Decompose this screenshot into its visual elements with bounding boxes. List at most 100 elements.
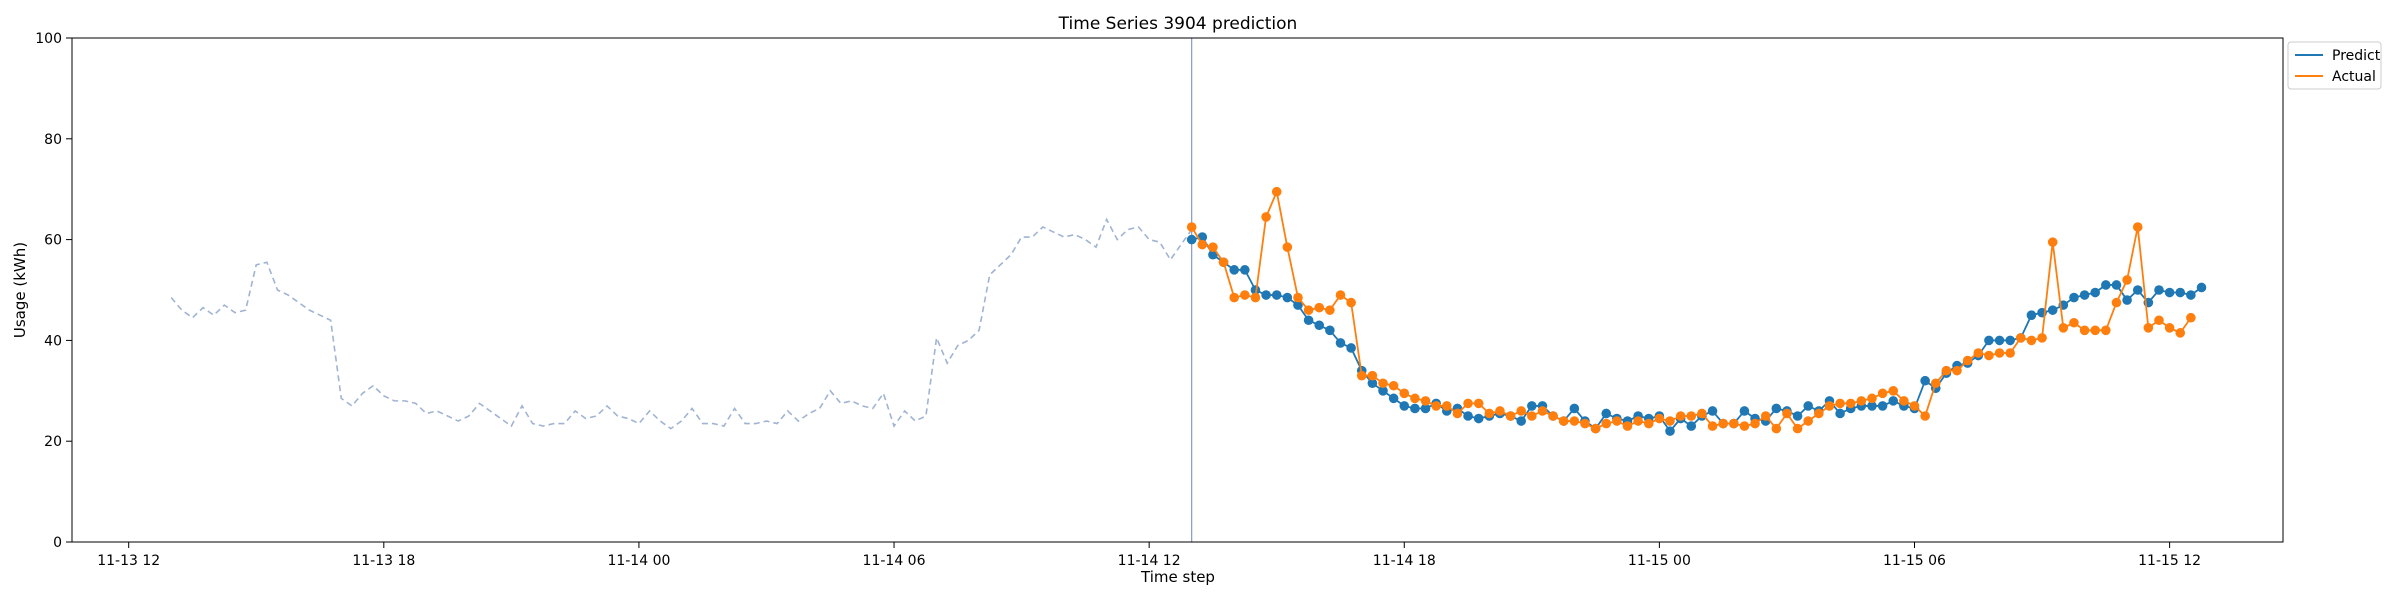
predict-series [1186, 232, 2207, 436]
predict-point [1686, 421, 1697, 431]
predict-point [1229, 265, 1239, 275]
actual-point [1909, 401, 1920, 411]
actual-point [1229, 292, 1239, 303]
actual-point [1824, 401, 1835, 411]
predict-point [1665, 426, 1675, 436]
actual-point [1803, 416, 1814, 426]
predict-point [2079, 290, 2090, 300]
actual-point [1643, 418, 1654, 429]
predict-point [2005, 335, 2015, 346]
actual-point [1335, 290, 1346, 300]
predict-point [1867, 401, 1877, 411]
predict-point [1325, 325, 1335, 336]
y-tick-label: 40 [44, 333, 62, 349]
actual-point [1197, 239, 1208, 250]
actual-point [1399, 388, 1410, 399]
actual-point [1665, 416, 1675, 426]
actual-point [1930, 378, 1941, 389]
actual-point [1792, 423, 1803, 434]
actual-point [1558, 416, 1569, 426]
actual-point [1420, 396, 1431, 406]
predict-point [2026, 310, 2037, 321]
predict-point [1473, 413, 1484, 424]
actual-point [1378, 378, 1388, 389]
actual-point [1899, 396, 1909, 406]
predict-point [1250, 285, 1261, 295]
predict-point [1335, 338, 1346, 348]
actual-point [1240, 290, 1250, 300]
actual-point [1569, 416, 1580, 426]
y-tick-label: 80 [44, 132, 62, 148]
actual-point [2047, 237, 2058, 247]
predict-point [1388, 393, 1399, 404]
actual-point [1601, 418, 1612, 429]
actual-point [1484, 408, 1495, 419]
predict-point [2122, 295, 2132, 305]
actual-point [1856, 396, 1867, 406]
actual-point [2164, 323, 2175, 333]
actual-point [1303, 305, 1314, 315]
actual-point [2026, 335, 2037, 346]
predict-point [1378, 386, 1388, 396]
actual-point [1250, 292, 1261, 303]
actual-point [1622, 421, 1633, 431]
x-tick-label: 11-13 12 [97, 553, 160, 569]
x-axis: 11-13 12 11-13 18 11-14 00 11-14 06 11-14 12… [97, 542, 2201, 569]
predict-point [1888, 396, 1899, 406]
actual-point [1516, 406, 1526, 416]
actual-point [2069, 317, 2079, 328]
predict-point [1303, 315, 1314, 326]
actual-point [1495, 406, 1505, 416]
actual-point [1888, 386, 1899, 396]
actual-point [2101, 325, 2111, 336]
legend: Predict Actual [2287, 41, 2382, 90]
predict-point [1420, 403, 1431, 414]
actual-point [2122, 275, 2132, 285]
history-line [170, 217, 1193, 430]
actual-point [1994, 348, 2005, 358]
predict-point [2090, 287, 2101, 298]
y-axis: 0 20 40 60 80 100 [35, 31, 72, 551]
actual-point [2175, 328, 2186, 338]
actual-point [1835, 398, 1845, 409]
y-axis-title: Usage (kWh) [11, 242, 29, 338]
y-tick-label: 100 [35, 31, 62, 47]
predict-point [2132, 285, 2143, 295]
actual-point [1675, 411, 1686, 421]
actual-point [1314, 302, 1325, 313]
actual-point [2154, 315, 2164, 326]
actual-point [1441, 401, 1452, 411]
predict-point [1835, 408, 1845, 419]
predict-point [2047, 305, 2058, 315]
predict-point [1877, 401, 1888, 411]
actual-point [1537, 406, 1548, 416]
predict-point [1771, 403, 1782, 414]
actual-point [1739, 421, 1750, 431]
actual-point [1590, 423, 1601, 434]
predict-point [1803, 401, 1814, 411]
actual-point [1431, 401, 1441, 411]
predict-point [1293, 300, 1303, 310]
actual-point [1952, 365, 1962, 376]
actual-point [2090, 325, 2101, 336]
predict-point [1399, 401, 1410, 411]
x-tick-label: 11-15 06 [1883, 553, 1946, 569]
predict-point [1984, 335, 1994, 346]
actual-point [2005, 348, 2015, 358]
actual-point [1346, 297, 1356, 308]
actual-point [1697, 408, 1707, 419]
predict-point [1282, 292, 1293, 303]
actual-point [1271, 186, 1282, 197]
x-tick-label: 11-14 18 [1373, 553, 1436, 569]
x-axis-title: Time step [1140, 568, 1215, 586]
actual-point [2143, 323, 2154, 333]
x-tick-label: 11-15 00 [1628, 553, 1691, 569]
predict-point [1314, 320, 1325, 331]
actual-point [1505, 411, 1516, 421]
actual-point [1463, 398, 1473, 409]
predict-point [1527, 401, 1537, 411]
actual-point [1218, 257, 1229, 268]
x-tick-label: 11-14 00 [607, 553, 670, 569]
actual-point [2186, 312, 2196, 323]
